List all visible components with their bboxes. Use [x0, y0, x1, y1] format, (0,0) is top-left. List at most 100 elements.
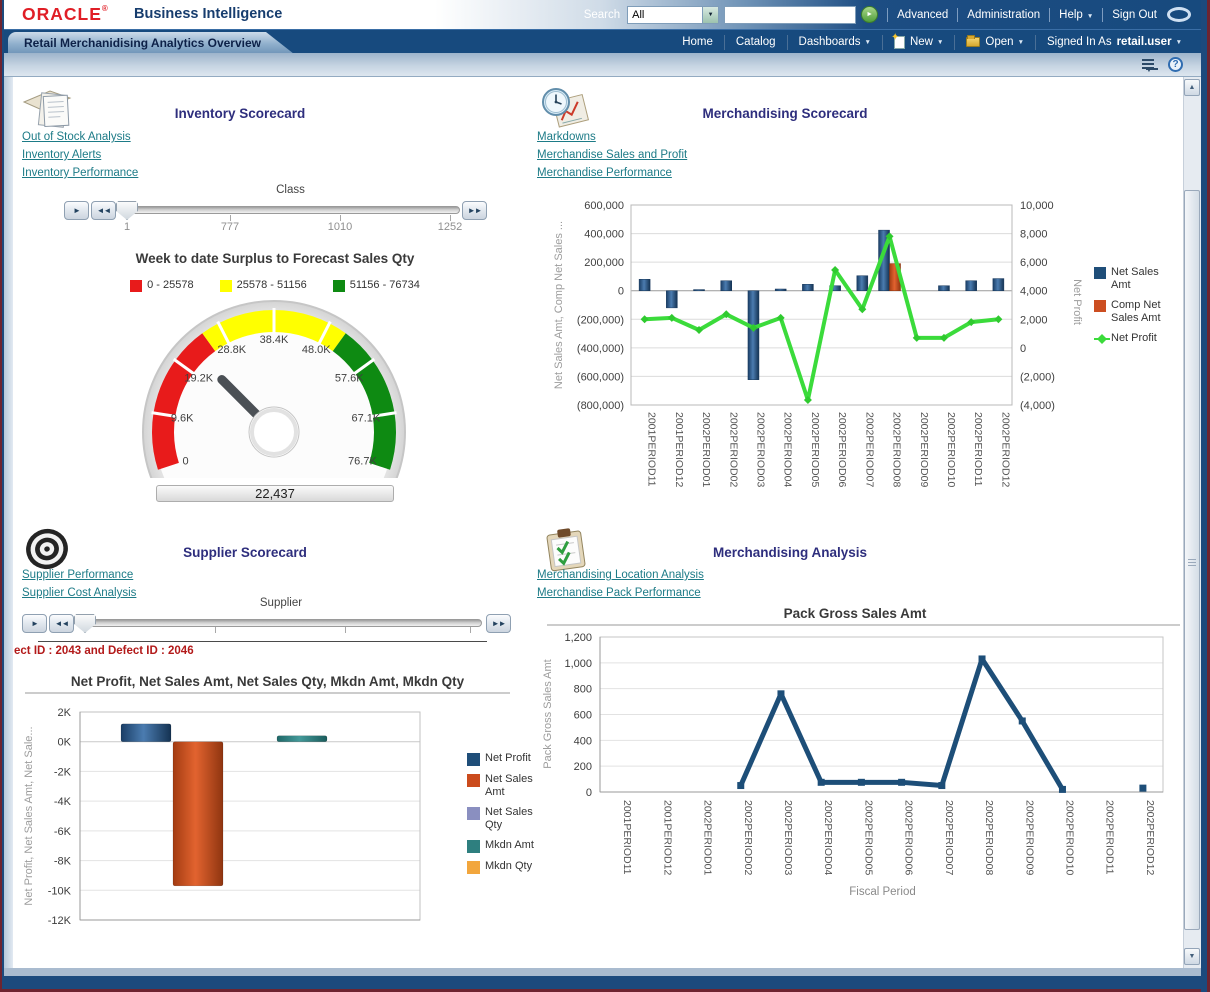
scrollbar-thumb[interactable]: [1184, 190, 1200, 930]
legend-item: Mkdn Qty: [467, 860, 541, 874]
frame-bottom-blue: [2, 976, 1208, 989]
frame-left-outer: [0, 0, 2, 992]
frame-bottom-maroon: [0, 989, 1210, 992]
link-supplier-cost-analysis[interactable]: Supplier Cost Analysis: [22, 587, 137, 599]
link-merchandising-location-analysis[interactable]: Merchandising Location Analysis: [537, 569, 704, 581]
class-slider-track[interactable]: [118, 206, 460, 214]
active-dashboard-tab[interactable]: Retail Merchanidising Analytics Overview: [8, 32, 294, 54]
nav-home[interactable]: Home: [682, 36, 713, 48]
legend-item: Net Profit: [467, 752, 541, 766]
svg-text:2002PERIOD10: 2002PERIOD10: [945, 412, 957, 487]
link-inventory-performance[interactable]: Inventory Performance: [22, 167, 139, 179]
svg-text:48.0K: 48.0K: [302, 344, 331, 356]
link-inventory-alerts[interactable]: Inventory Alerts: [22, 149, 102, 161]
svg-text:2002PERIOD01: 2002PERIOD01: [702, 800, 714, 875]
link-markdowns[interactable]: Markdowns: [537, 131, 596, 143]
chevron-down-icon: ▼: [864, 38, 871, 46]
svg-text:(800,000): (800,000): [577, 400, 624, 412]
nav-open[interactable]: Open ▼: [954, 34, 1035, 50]
svg-text:600: 600: [574, 710, 592, 722]
svg-text:19.2K: 19.2K: [184, 372, 213, 384]
slider-play-button[interactable]: ►: [22, 614, 47, 633]
svg-text:600,000: 600,000: [584, 200, 624, 212]
content-left-margin: [4, 77, 13, 968]
svg-text:76.7K: 76.7K: [348, 456, 377, 468]
svg-text:67.1K: 67.1K: [351, 412, 380, 424]
svg-text:(4,000): (4,000): [1020, 400, 1055, 412]
slider-rewind-button[interactable]: ◄◄: [91, 201, 116, 220]
legend-item: Comp Net Sales Amt: [1094, 299, 1178, 325]
svg-text:Net Profit: Net Profit: [1071, 279, 1083, 325]
merchandising-analysis-links: Merchandising Location Analysis Merchandi…: [537, 566, 704, 602]
page-help-icon[interactable]: ?: [1168, 57, 1183, 72]
fiscal-period-axis-label: Fiscal Period: [849, 886, 916, 898]
search-label: Search: [583, 8, 621, 21]
svg-text:2002PERIOD07: 2002PERIOD07: [863, 412, 875, 487]
link-merchandise-pack-performance[interactable]: Merchandise Pack Performance: [537, 587, 701, 599]
link-merchandise-performance[interactable]: Merchandise Performance: [537, 167, 672, 179]
svg-text:2002PERIOD07: 2002PERIOD07: [943, 800, 955, 875]
svg-text:8,000: 8,000: [1020, 229, 1048, 241]
scrollbar-down-button[interactable]: ▼: [1184, 948, 1200, 965]
inventory-scorecard-links: Out of Stock Analysis Inventory Alerts Inv…: [22, 128, 138, 182]
administration-link[interactable]: Administration: [967, 8, 1041, 21]
oracle-logo: ORACLE®: [22, 4, 109, 24]
supplier-bar-chart: 2K 0K -2K -4K -6K -8K -10K -12K Net Profit, Net …: [23, 707, 421, 927]
legend-item: Net Profit: [1094, 332, 1178, 345]
search-go-button[interactable]: ►: [861, 6, 879, 23]
slider-rewind-button[interactable]: ◄◄: [49, 614, 74, 633]
class-slider-thumb[interactable]: [116, 201, 138, 220]
svg-text:28.8K: 28.8K: [217, 344, 246, 356]
slider-play-button[interactable]: ►: [64, 201, 89, 220]
svg-text:400,000: 400,000: [584, 229, 624, 241]
svg-text:2002PERIOD10: 2002PERIOD10: [1063, 800, 1075, 875]
search-scope-select[interactable]: All ▼: [627, 5, 720, 24]
gauge-value: 22,437: [156, 485, 394, 502]
chevron-down-icon: ▼: [936, 38, 944, 46]
svg-text:-10K: -10K: [48, 885, 72, 897]
svg-text:-2K: -2K: [54, 766, 72, 778]
legend-item: Mkdn Amt: [467, 839, 541, 853]
global-nav: Home Catalog Dashboards ▼ ✦ New ▼ Open ▼ Sig…: [671, 30, 1193, 54]
svg-text:2,000: 2,000: [1020, 314, 1048, 326]
svg-text:0: 0: [586, 787, 592, 799]
svg-text:2002PERIOD04: 2002PERIOD04: [782, 412, 794, 487]
svg-text:(400,000): (400,000): [577, 343, 624, 355]
svg-text:(600,000): (600,000): [577, 371, 624, 383]
svg-text:1,200: 1,200: [564, 632, 592, 644]
link-supplier-performance[interactable]: Supplier Performance: [22, 569, 134, 581]
link-merchandise-sales-and-profit[interactable]: Merchandise Sales and Profit: [537, 149, 688, 161]
signed-in-menu[interactable]: Signed In As retail.user ▼: [1035, 34, 1193, 50]
merchandising-analysis-icon: [546, 528, 586, 571]
slider-forward-button[interactable]: ►►: [462, 201, 487, 220]
oracle-oval-icon: [1167, 7, 1191, 22]
svg-text:38.4K: 38.4K: [260, 334, 289, 346]
nav-dashboards[interactable]: Dashboards ▼: [786, 34, 882, 50]
page-options-icon[interactable]: ▼: [1142, 59, 1158, 74]
merchandising-combo-chart: 600,000 400,000 200,000 0 (200,000) (400,000)…: [553, 200, 1083, 487]
inventory-scorecard-title: Inventory Scorecard: [174, 106, 306, 121]
supplier-slider-track[interactable]: [78, 619, 482, 627]
supplier-slider-thumb[interactable]: [74, 614, 96, 633]
select-dropdown-icon[interactable]: ▼: [702, 6, 719, 23]
new-document-icon: ✦: [891, 32, 905, 49]
supplier-scorecard-title: Supplier Scorecard: [183, 545, 307, 560]
help-menu[interactable]: Help ▼: [1059, 8, 1094, 21]
svg-text:2002PERIOD09: 2002PERIOD09: [1023, 800, 1035, 875]
legend-item: Net Sales Amt: [1094, 266, 1178, 292]
nav-catalog[interactable]: Catalog: [723, 34, 787, 50]
link-out-of-stock-analysis[interactable]: Out of Stock Analysis: [22, 131, 131, 143]
svg-text:0: 0: [618, 286, 624, 298]
advanced-link[interactable]: Advanced: [897, 8, 949, 21]
scrollbar-up-button[interactable]: ▲: [1184, 79, 1200, 96]
search-input[interactable]: [724, 5, 857, 24]
nav-new[interactable]: ✦ New ▼: [881, 32, 954, 50]
supplier-defect-note: ect ID : 2043 and Defect ID : 2046: [14, 645, 194, 657]
svg-text:0: 0: [182, 456, 188, 468]
top-banner: ORACLE® Business Intelligence Search All…: [4, 0, 1201, 29]
pack-line-title: Pack Gross Sales Amt: [783, 606, 927, 621]
sign-out-link[interactable]: Sign Out: [1112, 8, 1157, 21]
svg-text:2002PERIOD01: 2002PERIOD01: [700, 412, 712, 487]
slider-forward-button[interactable]: ►►: [486, 614, 511, 633]
supplier-bars-title: Net Profit, Net Sales Amt, Net Sales Qty…: [70, 674, 465, 689]
